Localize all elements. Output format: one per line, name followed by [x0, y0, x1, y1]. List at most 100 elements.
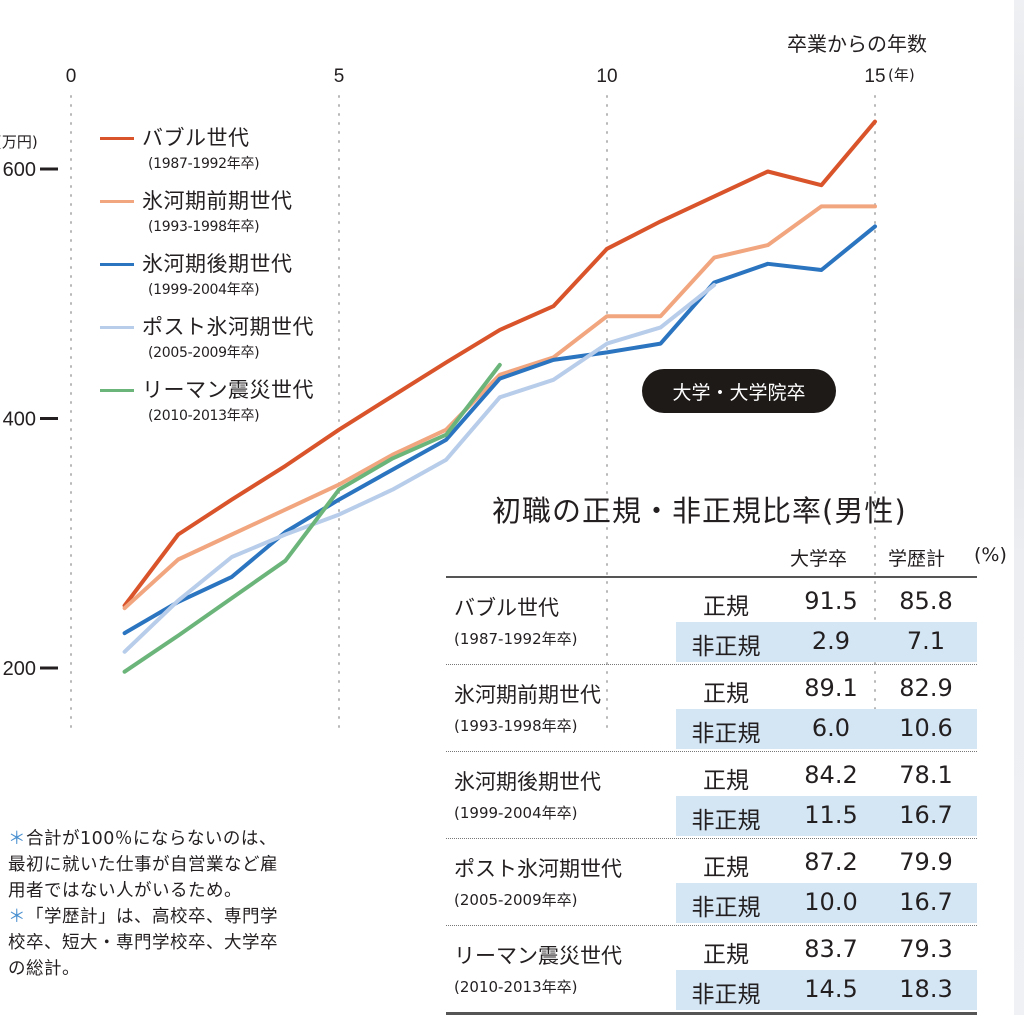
- column-header-unit: (%): [974, 544, 1007, 566]
- employment-type: 正規: [703, 681, 749, 707]
- table-row-group: ポスト氷河期世代 (2005-2009年卒) 正規 87.2 79.9 非正規 10.0 16…: [446, 839, 977, 926]
- y-tick-label: 400: [3, 409, 36, 431]
- employment-type: 非正規: [691, 895, 761, 921]
- table-row-nonregular: 非正規 2.9 7.1: [676, 622, 977, 662]
- table-row-group: リーマン震災世代 (2010-2013年卒) 正規 83.7 79.3 非正規 14.5 18…: [446, 926, 977, 1012]
- table-row-nonregular: 非正規 14.5 18.3: [676, 970, 977, 1010]
- grid-layer: [70, 95, 876, 731]
- table-row-group: 氷河期前期世代 (1993-1998年卒) 正規 89.1 82.9 非正規 6.0 10.6: [446, 665, 977, 752]
- employment-type: 正規: [703, 768, 749, 794]
- table-row-regular: 正規 87.2 79.9: [676, 843, 977, 883]
- x-axis-title: 卒業からの年数: [787, 32, 927, 56]
- asterisk-icon: ＊: [8, 907, 26, 927]
- generation-name: バブル世代: [454, 596, 559, 620]
- generation-years: (1999-2004年卒): [454, 804, 578, 822]
- x-tick-label: 15: [864, 66, 885, 87]
- series-layer: [122, 119, 877, 674]
- series-line-3: [122, 283, 717, 654]
- y-axis-unit: (万円): [0, 133, 38, 151]
- employment-type: 非正規: [691, 634, 761, 660]
- annotation-badge: 大学・大学院卒: [642, 369, 836, 413]
- scrollbar-strip: [1014, 0, 1024, 1015]
- legend-years: (1993-1998年卒): [148, 219, 260, 235]
- footnote-2: ＊「学歴計」は、高校卒、専門学: [8, 904, 388, 930]
- footnote-1: ＊合計が100％にならないのは、: [8, 826, 388, 852]
- column-header-all-education: 学歴計: [888, 548, 946, 570]
- value-all-education: 85.8: [899, 587, 953, 615]
- value-all-education: 16.7: [899, 801, 953, 829]
- legend-years: (1987-1992年卒): [148, 156, 260, 172]
- value-university: 2.9: [811, 627, 851, 655]
- generation-years: (2005-2009年卒): [454, 891, 578, 909]
- legend-years: (2005-2009年卒): [148, 345, 260, 361]
- legend-years: (2010-2013年卒): [148, 408, 260, 424]
- ratio-table: バブル世代 (1987-1992年卒) 正規 91.5 85.8 非正規 2.9 7.1 氷河期…: [446, 576, 977, 1015]
- value-university: 87.2: [804, 848, 858, 876]
- generation-years: (2010-2013年卒): [454, 978, 578, 996]
- value-university: 84.2: [804, 761, 858, 789]
- footnote-line: 用者ではない人がいるため。: [8, 881, 242, 901]
- legend-label: リーマン震災世代: [142, 378, 314, 402]
- value-all-education: 79.9: [899, 848, 953, 876]
- value-all-education: 82.9: [899, 674, 953, 702]
- table-title: 初職の正規・非正規比率(男性): [492, 494, 907, 528]
- value-university: 10.0: [804, 888, 858, 916]
- table-row-regular: 正規 91.5 85.8: [676, 582, 977, 622]
- table-top-rule: [446, 576, 977, 578]
- value-university: 83.7: [804, 935, 858, 963]
- value-university: 11.5: [804, 801, 858, 829]
- employment-type: 正規: [703, 594, 749, 620]
- legend-swatch: [100, 389, 134, 392]
- y-tick-label: 200: [3, 658, 36, 680]
- value-all-education: 7.1: [906, 627, 946, 655]
- legend-label: バブル世代: [142, 126, 250, 150]
- legend-swatch: [100, 137, 134, 140]
- legend-label: 氷河期後期世代: [142, 252, 293, 276]
- table-row-regular: 正規 84.2 78.1: [676, 756, 977, 796]
- column-header-university: 大学卒: [790, 548, 848, 570]
- table-row-nonregular: 非正規 10.0 16.7: [676, 883, 977, 923]
- legend-swatch: [100, 326, 134, 329]
- employment-type: 正規: [703, 855, 749, 881]
- value-university: 91.5: [804, 587, 858, 615]
- x-tick-label: 10: [596, 66, 617, 87]
- asterisk-icon: ＊: [8, 829, 26, 849]
- footnote-line: 最初に就いた仕事が自営業など雇: [8, 855, 278, 875]
- value-all-education: 18.3: [899, 975, 953, 1003]
- table-row-regular: 正規 83.7 79.3: [676, 930, 977, 970]
- value-all-education: 79.3: [899, 935, 953, 963]
- value-all-education: 78.1: [899, 761, 953, 789]
- line-chart: 0 5 10 15 (年) 卒業からの年数 (万円) 200 400 600: [0, 32, 927, 731]
- employment-type: 非正規: [691, 721, 761, 747]
- y-tick-label: 600: [3, 159, 36, 181]
- series-line-4: [122, 362, 502, 674]
- table-body: バブル世代 (1987-1992年卒) 正規 91.5 85.8 非正規 2.9 7.1 氷河期…: [446, 578, 977, 1012]
- x-tick-label: 5: [334, 66, 345, 87]
- employment-type: 非正規: [691, 982, 761, 1008]
- generation-years: (1993-1998年卒): [454, 717, 578, 735]
- generation-name: リーマン震災世代: [454, 944, 622, 968]
- footnote-line: 合計が100％にならないのは、: [26, 829, 277, 849]
- table-row-group: バブル世代 (1987-1992年卒) 正規 91.5 85.8 非正規 2.9 7.1: [446, 578, 977, 665]
- table-row-group: 氷河期後期世代 (1999-2004年卒) 正規 84.2 78.1 非正規 11.5 16.…: [446, 752, 977, 839]
- footnote-line: 「学歴計」は、高校卒、専門学: [26, 907, 278, 927]
- x-tick-label: 0: [66, 66, 77, 87]
- table-bottom-rule: [446, 1012, 977, 1015]
- footnote-line: の総計。: [8, 959, 80, 979]
- table-row-regular: 正規 89.1 82.9: [676, 669, 977, 709]
- value-all-education: 16.7: [899, 888, 953, 916]
- value-university: 6.0: [811, 714, 851, 742]
- footnotes: ＊合計が100％にならないのは、 最初に就いた仕事が自営業など雇 用者ではない人…: [8, 826, 388, 982]
- employment-type: 非正規: [691, 808, 761, 834]
- value-university: 89.1: [804, 674, 858, 702]
- legend-swatch: [100, 200, 134, 203]
- employment-type: 正規: [703, 942, 749, 968]
- generation-name: 氷河期後期世代: [454, 770, 601, 794]
- x-unit-label: (年): [888, 66, 915, 84]
- legend-label: ポスト氷河期世代: [142, 315, 314, 339]
- value-all-education: 10.6: [899, 714, 953, 742]
- generation-name: 氷河期前期世代: [454, 683, 601, 707]
- generation-name: ポスト氷河期世代: [454, 857, 622, 881]
- legend-swatch: [100, 263, 134, 266]
- axis-layer: 0 5 10 15 (年) 卒業からの年数 (万円) 200 400 600: [0, 32, 927, 680]
